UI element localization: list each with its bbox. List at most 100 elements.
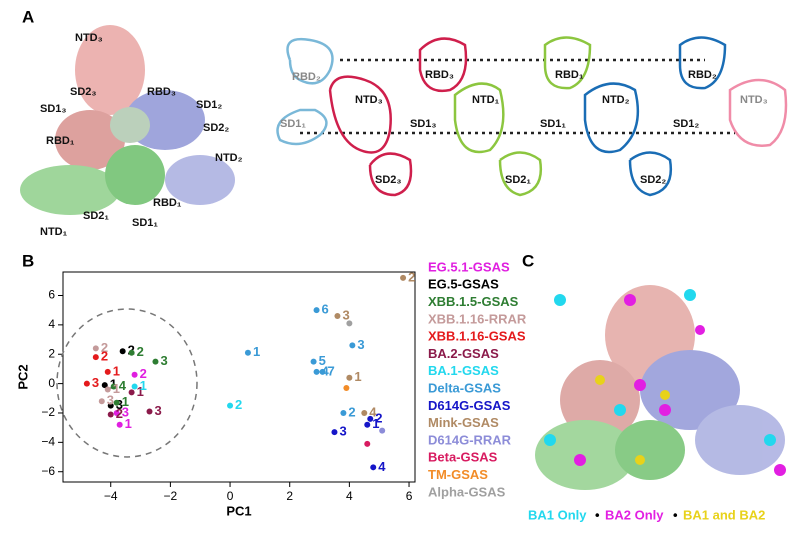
point: [104, 368, 111, 375]
point-label: 1: [125, 416, 132, 431]
domain-label: NTD₂: [215, 152, 243, 164]
point-label: 1: [122, 394, 129, 409]
point: [131, 383, 138, 390]
point: [379, 427, 386, 434]
point-label: 2: [101, 349, 108, 364]
point: [131, 371, 138, 378]
point-label: 3: [342, 307, 349, 322]
point-label: 1: [113, 363, 120, 378]
panel-label: C: [522, 251, 534, 270]
domain-label: SD1₃: [40, 103, 67, 115]
point-label: 1: [140, 378, 147, 393]
point-label: 4: [119, 378, 127, 393]
point-label: 4: [378, 459, 386, 474]
legend-entry: Alpha-GSAS: [428, 484, 506, 499]
x-tick-label: 2: [286, 489, 293, 503]
point: [101, 382, 108, 389]
legend-entry: XBB.1.16-RRAR: [428, 311, 527, 326]
domain-label: RBD₂: [292, 71, 321, 83]
legend-separator: •: [595, 507, 600, 522]
legend-item: BA1 and BA2: [683, 507, 765, 522]
x-tick-label: −4: [104, 489, 118, 503]
schematic: [276, 36, 788, 197]
point: [227, 402, 234, 409]
point: [340, 409, 347, 416]
legend-entry: Beta-GSAS: [428, 450, 498, 465]
y-tick-label: 6: [48, 288, 55, 302]
domain-label: RBD₃: [425, 69, 454, 81]
point: [146, 408, 153, 415]
x-tick-label: 4: [346, 489, 353, 503]
legend-item: BA2 Only: [605, 507, 664, 522]
legend-separator: •: [673, 507, 678, 522]
legend-entry: EG.5.1-GSAS: [428, 259, 510, 274]
protein-structure-a: [20, 25, 235, 215]
point: [349, 342, 356, 349]
cluster-outline: [56, 308, 198, 458]
point-label: 3: [160, 353, 167, 368]
y-tick-label: 0: [48, 376, 55, 390]
point: [116, 421, 123, 428]
mutation-spheres: [544, 289, 786, 476]
domain-label: SD1₁: [280, 118, 306, 130]
point-label: 2: [140, 366, 147, 381]
point: [334, 313, 341, 320]
y-tick-label: 4: [48, 317, 55, 331]
legend-entry: Delta-GSAS: [428, 381, 501, 396]
point: [113, 409, 120, 416]
point-label: 3: [107, 393, 114, 408]
domain-label: SD2₁: [505, 174, 531, 186]
domain-label: SD2₂: [203, 122, 229, 134]
point-label: 3: [92, 375, 99, 390]
domain-label: NTD₂: [602, 94, 630, 106]
legend-entry: XBB.1.5-GSAS: [428, 294, 519, 309]
point: [107, 411, 114, 418]
panel-label: B: [22, 251, 34, 270]
legend-entry: Mink-GSAS: [428, 415, 499, 430]
domain-label: SD2₁: [83, 210, 109, 222]
y-tick-label: −2: [41, 405, 55, 419]
point-label: 3: [116, 397, 123, 412]
domain-label: SD2₃: [70, 86, 97, 98]
point: [104, 386, 111, 393]
point-label: 5: [319, 353, 326, 368]
plot-frame: [62, 271, 416, 483]
point-label: 4: [322, 363, 330, 378]
domain-label: NTD₁: [40, 226, 68, 238]
domain-label: SD1₁: [540, 118, 566, 130]
domain-label: RBD₁: [555, 69, 584, 81]
y-axis-label: PC2: [15, 364, 30, 389]
point-label: 2: [137, 344, 144, 359]
point: [128, 389, 135, 396]
domain-label: NTD₁: [472, 94, 500, 106]
domain-label: RBD₂: [688, 69, 717, 81]
point-label: 1: [113, 381, 120, 396]
point: [98, 398, 105, 405]
legend-entry: EG.5-GSAS: [428, 277, 499, 292]
point: [346, 374, 353, 381]
point: [364, 440, 371, 447]
point: [367, 415, 374, 422]
point-label: 1: [372, 416, 379, 431]
point-label: 2: [375, 410, 382, 425]
point: [400, 274, 407, 281]
point: [119, 348, 126, 355]
point-label: 2: [101, 340, 108, 355]
domain-label: NTD₃: [740, 94, 768, 106]
domain-label: SD1₂: [673, 118, 699, 130]
legend-entry: D614G-GSAS: [428, 398, 511, 413]
schematic-labels: RBD₂ SD1₁ NTD₃ RBD₃ SD1₃ NTD₁ SD2₃ RBD₁ …: [280, 69, 768, 186]
point: [361, 409, 368, 416]
point: [364, 421, 371, 428]
point: [343, 385, 350, 392]
domain-label: SD1₂: [196, 99, 222, 111]
domain-label: RBD₁: [46, 135, 75, 147]
point: [152, 358, 159, 365]
domain-label: SD2₂: [640, 174, 666, 186]
x-tick-label: 0: [227, 489, 234, 503]
scatter-chart: −4−20246−6−4−20246PC1PC22312132341213231…: [15, 269, 416, 518]
point-label: 3: [339, 424, 346, 439]
legend-c: BA1 Only • BA2 Only • BA1 and BA2: [528, 507, 765, 522]
legend-entry: BA.2-GSAS: [428, 346, 499, 361]
